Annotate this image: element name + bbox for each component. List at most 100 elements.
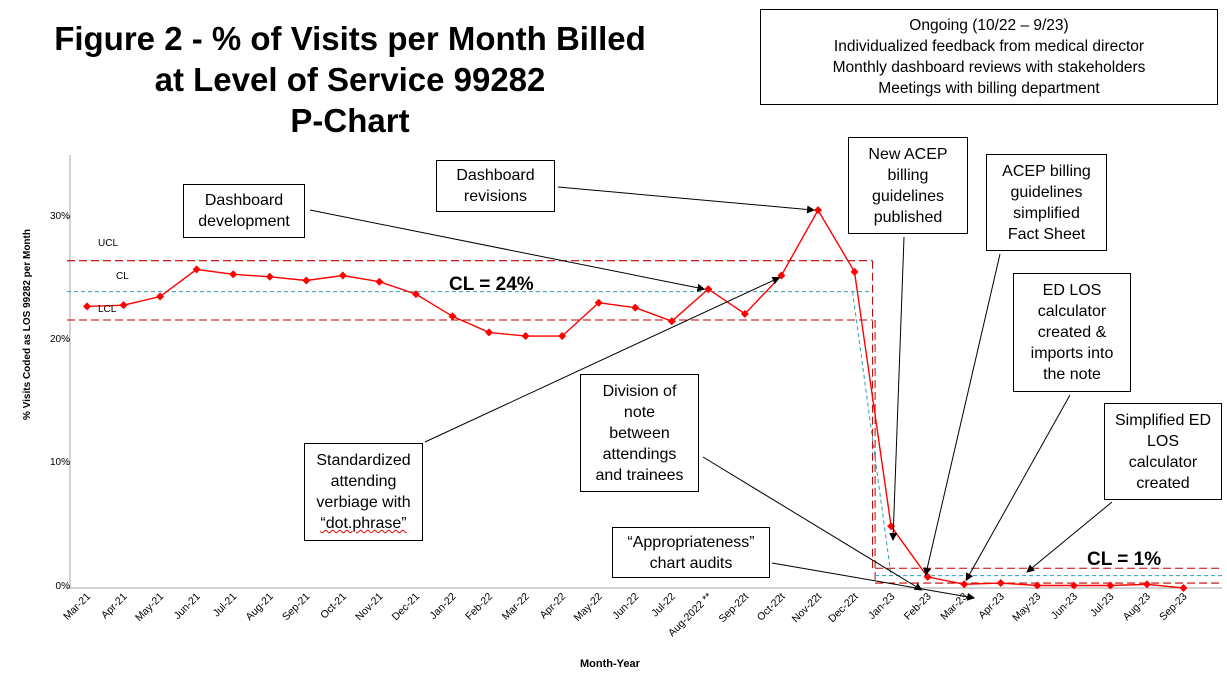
data-point — [1033, 581, 1042, 590]
data-point — [375, 277, 384, 286]
ongoing-line-2: Individualized feedback from medical dir… — [833, 38, 1145, 55]
ann-text: attendings — [602, 445, 677, 463]
chart-title: Figure 2 - % of Visits per Month Billed … — [30, 18, 670, 141]
ann-text: Dashboard — [204, 192, 284, 209]
cl-label-phase2: CL = 1% — [1087, 549, 1162, 570]
arrow-new-acep — [889, 236, 905, 541]
data-point — [814, 206, 822, 215]
ongoing-interventions-box: Ongoing (10/22 – 9/23) Individualized fe… — [760, 9, 1218, 105]
ann-text: created — [1136, 474, 1190, 492]
data-point — [411, 290, 420, 299]
data-point — [448, 312, 457, 321]
x-tick-label: Jun-23 — [1049, 591, 1080, 622]
x-tick-label: Mar-21 — [61, 591, 93, 623]
ann-text: “Appropriateness” — [627, 533, 755, 551]
data-point — [302, 276, 311, 285]
x-tick-label: May-23 — [1010, 591, 1043, 624]
ann-text: attending — [330, 473, 397, 490]
annotation-acep-simplified: ACEP billing guidelines simplified Fact … — [986, 154, 1107, 251]
data-point — [156, 292, 165, 301]
ann-text: Dashboard — [456, 167, 535, 184]
x-tick-label: Sep-23 — [1157, 591, 1190, 624]
ann-text: ED LOS — [1042, 282, 1102, 299]
y-tick-label: 0% — [55, 581, 70, 592]
chart-axes — [66, 155, 1222, 589]
data-series — [83, 206, 1188, 592]
x-tick-label: Aug-21 — [243, 591, 276, 624]
data-point — [631, 303, 640, 312]
x-tick-label: May-21 — [133, 591, 166, 624]
ann-text: calculator — [1037, 303, 1107, 320]
arrow-acep-simplified — [923, 253, 1001, 576]
annotation-arrows — [309, 186, 1113, 601]
ann-text: guidelines — [1010, 183, 1083, 201]
ann-text: Standardized — [316, 452, 411, 469]
control-limit-lines — [67, 260, 1222, 584]
x-tick-label: Dec-22t — [826, 591, 861, 626]
annotation-appropriateness: “Appropriateness” chart audits — [612, 527, 770, 578]
data-point — [1069, 581, 1078, 590]
data-point — [265, 272, 274, 281]
data-point — [1106, 581, 1115, 590]
arrow-division-of-note — [702, 456, 923, 591]
data-point — [667, 317, 676, 326]
data-point — [960, 580, 969, 589]
annotation-ed-los-calculator: ED LOS calculator created & imports into… — [1013, 273, 1131, 392]
x-tick-label: Apr-21 — [99, 591, 130, 622]
data-point — [338, 271, 347, 280]
ongoing-line-4: Meetings with billing department — [878, 80, 1100, 97]
ann-text: created & — [1037, 324, 1107, 341]
annotation-simplified-ed-los: Simplified ED LOS calculator created — [1104, 403, 1222, 500]
ann-text: guidelines — [871, 187, 945, 205]
arrow-appropriateness — [771, 562, 976, 601]
x-tick-label: Jan-23 — [866, 591, 897, 622]
arrow-dashboard-development — [309, 209, 706, 292]
ann-text: ACEP billing — [1002, 162, 1091, 180]
annotation-dashboard-revisions: Dashboard revisions — [436, 160, 555, 212]
x-tick-label: Apr-22 — [538, 591, 569, 622]
x-tick-label: Aug-23 — [1121, 591, 1154, 624]
x-tick-label: May-22 — [572, 591, 605, 624]
x-tick-labels: Mar-21 Apr-21 May-21 Jun-21 Jul-21 Aug-21 Sep-… — [61, 591, 1190, 640]
x-axis-label: Month-Year — [580, 658, 640, 670]
data-point — [1179, 584, 1188, 592]
data-point — [740, 309, 749, 318]
data-point — [594, 298, 603, 307]
arrow-standardized-verbiage — [424, 276, 781, 443]
arrow-dashboard-revisions — [557, 186, 815, 214]
data-point — [485, 328, 494, 337]
data-point — [521, 332, 530, 341]
x-tick-label: Jun-22 — [610, 591, 641, 622]
ann-text: published — [873, 208, 943, 226]
ann-text: New ACEP — [868, 145, 948, 163]
cl-step — [852, 291, 892, 576]
data-point — [558, 332, 567, 341]
x-tick-label: Sep-22t — [717, 591, 752, 626]
ann-text: chart audits — [649, 554, 733, 572]
arrow-ed-los-calculator — [965, 394, 1071, 582]
data-point — [704, 285, 713, 294]
data-point — [83, 302, 91, 311]
x-tick-label: Feb-23 — [902, 591, 934, 623]
ann-text: revisions — [463, 188, 528, 205]
y-axis-label: % Visits Coded as LOS 99282 per Month — [22, 229, 33, 420]
ann-text: between — [609, 424, 670, 442]
x-tick-label: Nov-21 — [353, 591, 386, 624]
ongoing-line-1: Ongoing (10/22 – 9/23) — [909, 17, 1069, 34]
x-tick-label: Oct-22t — [755, 591, 788, 624]
annotation-division-of-note: Division of note between attendings and … — [580, 374, 699, 492]
x-tick-label: Oct-21 — [318, 591, 349, 622]
ann-text: LOS — [1146, 432, 1179, 450]
ann-text: note — [623, 403, 656, 421]
ongoing-line-3: Monthly dashboard reviews with stakehold… — [832, 59, 1146, 76]
y-tick-label: 20% — [49, 334, 70, 345]
x-tick-label: Mar-22 — [500, 591, 532, 623]
data-point — [119, 301, 128, 310]
x-tick-label: Jul-23 — [1088, 591, 1117, 620]
data-point — [1142, 580, 1151, 589]
ann-text: development — [198, 213, 290, 230]
ann-text: the note — [1043, 366, 1101, 383]
ann-text: “dot.phrase” — [320, 515, 407, 532]
annotation-dashboard-development: Dashboard development — [183, 184, 305, 238]
ann-text: billing — [887, 166, 929, 184]
